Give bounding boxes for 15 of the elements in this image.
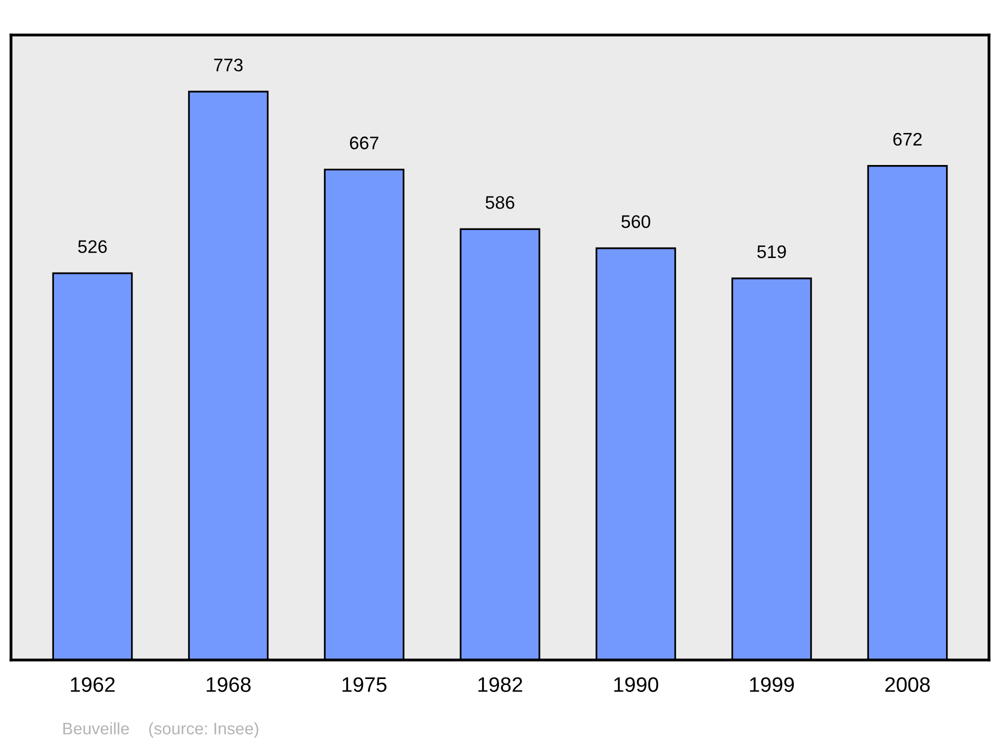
data-label: 667 xyxy=(350,136,378,150)
data-label: 672 xyxy=(893,132,922,146)
text: Beuveille (source: Insee) xyxy=(63,722,258,738)
x-tick-label: 1999 xyxy=(750,677,794,692)
x-tick-label: 1975 xyxy=(342,677,386,692)
data-label: 526 xyxy=(78,240,107,253)
data-label: 586 xyxy=(486,196,514,209)
data-label: 560 xyxy=(621,215,650,228)
x-tick-label: 1962 xyxy=(70,677,115,692)
x-tick-label: 2008 xyxy=(885,677,930,692)
x-tick-label: 1990 xyxy=(614,677,658,692)
data-label: 773 xyxy=(214,58,243,72)
x-tick-label: 1968 xyxy=(206,677,251,692)
x-tick-label: 1982 xyxy=(478,677,522,692)
data-label: 519 xyxy=(757,245,786,258)
